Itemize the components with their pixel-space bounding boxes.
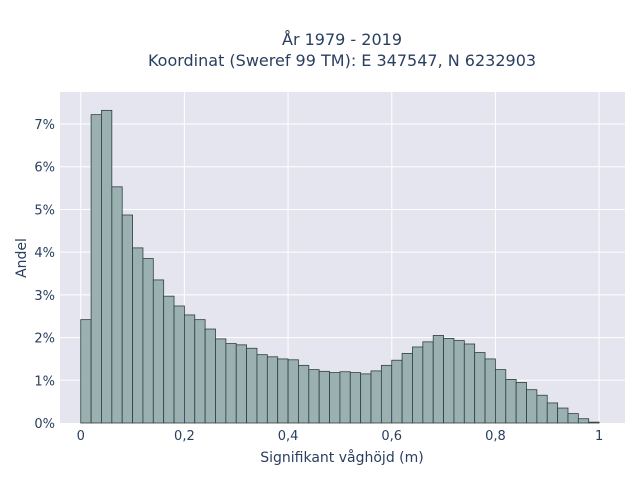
- histogram-bar: [132, 247, 144, 424]
- histogram-bar: [90, 114, 102, 424]
- histogram-bar: [101, 109, 113, 424]
- histogram-bar: [546, 402, 559, 424]
- histogram-bar: [329, 372, 341, 424]
- histogram-bar: [360, 373, 372, 424]
- histogram-bar: [152, 279, 165, 424]
- histogram-bar: [505, 379, 517, 424]
- histogram-bar: [308, 369, 320, 424]
- histogram-bar: [536, 394, 548, 424]
- histogram-bar: [318, 370, 330, 424]
- histogram-bar: [277, 358, 289, 424]
- histogram-bar: [412, 346, 424, 424]
- histogram-bar: [380, 364, 393, 424]
- histogram-bar: [142, 258, 154, 424]
- y-tick-label: 3%: [34, 289, 55, 304]
- histogram-bar: [173, 305, 185, 424]
- histogram-bar: [588, 421, 600, 424]
- x-axis-label: Signifikant våghöjd (m): [260, 449, 423, 466]
- x-tick-label: 0,8: [485, 429, 506, 444]
- y-tick-label: 0%: [34, 417, 55, 432]
- histogram-bar: [204, 328, 216, 424]
- histogram-bar: [287, 359, 299, 424]
- histogram-bar: [163, 295, 175, 424]
- histogram-bar: [526, 389, 538, 424]
- histogram-bar: [215, 338, 227, 424]
- histogram-bar: [298, 364, 310, 424]
- histogram-bars: [80, 109, 600, 424]
- histogram-bar: [80, 319, 92, 424]
- y-tick-label: 1%: [34, 374, 55, 389]
- histogram-bar: [515, 382, 527, 424]
- histogram-bar: [184, 314, 196, 424]
- chart-title-line1: År 1979 - 2019: [282, 30, 402, 49]
- histogram-bar: [111, 186, 123, 424]
- chart-title-line2: Koordinat (Sweref 99 TM): E 347547, N 62…: [148, 51, 536, 70]
- histogram-bar: [391, 359, 403, 424]
- histogram-bar: [401, 352, 413, 424]
- histogram-bar: [194, 319, 206, 424]
- y-tick-label: 7%: [34, 118, 55, 133]
- histogram-bar: [484, 358, 496, 424]
- histogram-bar: [225, 343, 237, 424]
- y-tick-label: 4%: [34, 246, 55, 261]
- histogram-bar: [443, 338, 455, 424]
- histogram-bar: [121, 214, 133, 424]
- y-tick-label: 6%: [34, 161, 55, 176]
- histogram-bar: [557, 407, 569, 424]
- histogram-bar: [256, 354, 268, 424]
- x-tick-label: 1: [595, 429, 603, 444]
- histogram-bar: [474, 352, 486, 424]
- y-axis-ticks: 0% 1% 2% 3% 4% 5% 6% 7%: [34, 118, 55, 432]
- y-tick-label: 2%: [34, 332, 55, 347]
- histogram-bar: [432, 335, 444, 424]
- y-axis-label: Andel: [14, 238, 30, 278]
- histogram-bar: [567, 413, 579, 424]
- histogram-bar: [246, 347, 258, 424]
- histogram-bar: [577, 418, 590, 424]
- histogram-bar: [463, 343, 476, 424]
- x-tick-label: 0,6: [381, 429, 402, 444]
- x-tick-label: 0,4: [278, 429, 299, 444]
- x-tick-label: 0: [77, 429, 85, 444]
- histogram-bar: [339, 371, 351, 424]
- y-tick-label: 5%: [34, 203, 55, 218]
- histogram-bar: [349, 372, 362, 424]
- histogram-bar: [266, 356, 279, 424]
- histogram-bar: [370, 370, 382, 424]
- histogram-bar: [495, 369, 507, 424]
- x-tick-label: 0,2: [174, 429, 195, 444]
- histogram-bar: [422, 341, 434, 424]
- histogram-bar: [235, 344, 248, 424]
- histogram-bar: [453, 340, 465, 424]
- x-axis-ticks: 0 0,2 0,4 0,6 0,8 1: [77, 429, 604, 444]
